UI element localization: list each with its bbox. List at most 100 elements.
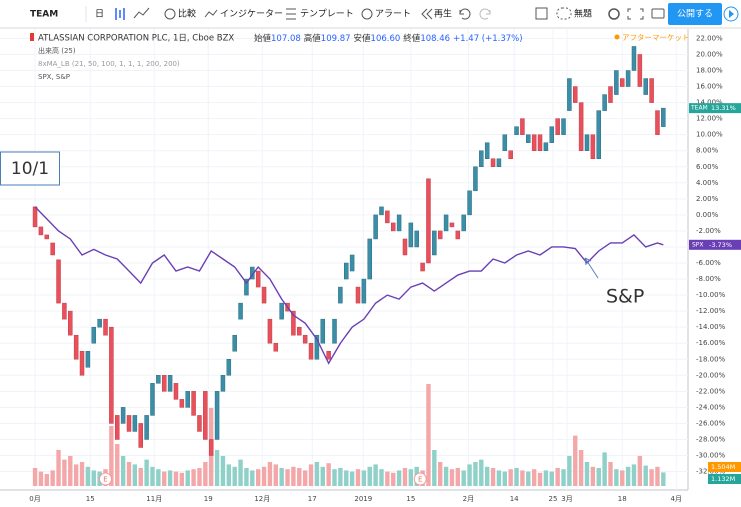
chart-title: ATLASSIAN CORPORATION PLC, 1日, Cboe BZX xyxy=(38,34,234,44)
candle xyxy=(567,78,572,111)
annotation-date: 10/1 xyxy=(0,151,60,186)
candle xyxy=(614,70,619,95)
toolbar-bg xyxy=(0,0,741,28)
earnings-label: E xyxy=(103,476,107,484)
replay[interactable]: 再生 xyxy=(434,8,452,20)
undo[interactable] xyxy=(459,8,471,20)
volume-bar xyxy=(167,470,173,486)
x-tick-label: 0月 xyxy=(29,495,40,503)
annotation-sp: S&P xyxy=(606,286,644,308)
indicators[interactable]: インジケーター xyxy=(220,9,283,20)
legend-spx: SPX, S&P xyxy=(38,73,70,81)
replay-icon[interactable] xyxy=(421,8,433,20)
snapshot-icon[interactable] xyxy=(651,8,665,19)
candle xyxy=(302,334,308,344)
volume-bar xyxy=(408,469,414,486)
volume-bar xyxy=(85,466,91,486)
redo[interactable] xyxy=(479,8,491,20)
candle xyxy=(203,391,208,440)
template-icon[interactable] xyxy=(286,8,296,20)
compare[interactable]: 比較 xyxy=(178,8,196,20)
candle xyxy=(455,230,461,240)
ohlc-value: 106.60 xyxy=(371,34,401,44)
y-tick-label: -28.00% xyxy=(696,435,726,443)
play-button[interactable] xyxy=(723,6,739,22)
volume-bar xyxy=(332,469,337,486)
volume-tag xyxy=(708,474,741,484)
volume-bar xyxy=(537,472,543,486)
price-tag-symbol: TEAM xyxy=(690,105,708,112)
volume-bar xyxy=(484,466,490,486)
volume-bar xyxy=(185,470,190,486)
candle xyxy=(79,350,85,376)
volume-bar xyxy=(338,468,343,486)
y-tick-label: -2.00% xyxy=(696,227,721,235)
candle xyxy=(73,334,79,360)
alert[interactable]: アラート xyxy=(375,9,411,20)
volume-bar xyxy=(531,469,537,486)
volume-bar xyxy=(44,474,49,486)
line-icon[interactable] xyxy=(133,7,150,19)
x-tick-label: 15 xyxy=(406,495,415,503)
candle xyxy=(338,286,343,304)
select-icon[interactable] xyxy=(535,7,548,20)
volume-bar xyxy=(561,469,566,486)
volume-bar xyxy=(385,471,390,486)
templates[interactable]: テンプレート xyxy=(300,9,354,20)
earnings-label: E xyxy=(418,476,422,484)
candle xyxy=(602,94,607,111)
volume-bar xyxy=(214,450,220,486)
interval[interactable]: 日 xyxy=(95,9,104,20)
volume-bar xyxy=(179,472,185,486)
alert-icon[interactable] xyxy=(361,8,373,20)
volume-bar xyxy=(203,462,208,486)
candle xyxy=(373,214,378,240)
publish-button[interactable] xyxy=(668,3,722,25)
volume-bar xyxy=(120,456,126,486)
volume-bar xyxy=(132,464,138,486)
earnings-marker xyxy=(413,472,427,486)
candle xyxy=(191,391,196,416)
settings-icon[interactable] xyxy=(608,8,620,20)
volume-bar xyxy=(643,465,648,486)
candle xyxy=(238,302,243,320)
candle xyxy=(126,415,132,432)
volume-bar xyxy=(344,470,349,486)
volume-bar xyxy=(625,466,631,486)
candle xyxy=(355,286,361,304)
compare-icon[interactable] xyxy=(164,8,176,20)
cloud-icon[interactable] xyxy=(556,7,572,20)
publish-label[interactable]: 公開する xyxy=(677,9,713,20)
volume-bar xyxy=(320,466,325,486)
symbol[interactable]: TEAM xyxy=(30,10,58,20)
fullscreen-icon[interactable] xyxy=(627,8,644,20)
candle xyxy=(156,375,161,384)
candle xyxy=(555,118,560,135)
x-tick-label: 4月 xyxy=(671,495,682,503)
y-tick-label: 0.00% xyxy=(696,211,719,219)
volume-bar xyxy=(197,468,202,486)
candle xyxy=(167,375,173,392)
volume-bar xyxy=(396,470,402,486)
indicator-icon[interactable] xyxy=(204,9,218,18)
volume-bar xyxy=(73,464,79,486)
candle xyxy=(138,423,143,448)
ohlc-value: 109.87 xyxy=(321,34,351,44)
session-dot xyxy=(614,34,620,40)
volume-bar xyxy=(514,468,519,486)
volume-bar xyxy=(649,469,654,486)
candle xyxy=(208,439,214,456)
layout-name[interactable]: 無題 xyxy=(574,8,592,20)
candle xyxy=(396,214,402,232)
volume-bar xyxy=(602,452,607,486)
y-tick-label: -22.00% xyxy=(696,387,726,395)
volume-ma-tag xyxy=(708,462,741,472)
y-tick-label: -6.00% xyxy=(696,259,721,267)
x-tick-label: 25 xyxy=(548,495,557,503)
volume-bar xyxy=(56,450,61,486)
volume-bar xyxy=(526,471,531,486)
ohlc-label: 始値 xyxy=(254,33,272,44)
volume-bar xyxy=(614,469,619,486)
candle-icon[interactable] xyxy=(115,8,125,20)
candle xyxy=(661,107,666,127)
